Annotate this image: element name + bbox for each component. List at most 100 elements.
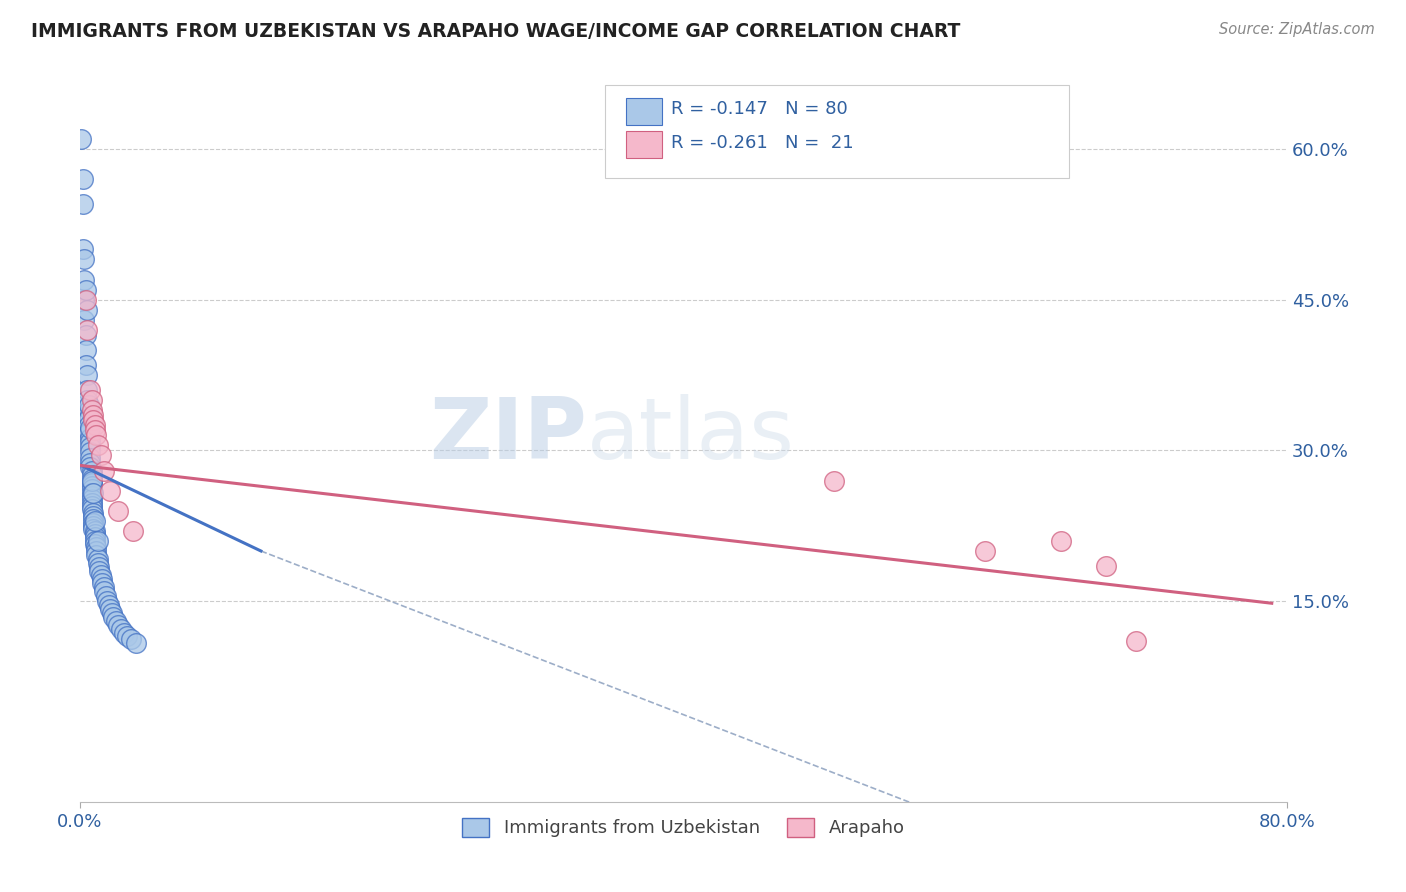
Point	[93, 580, 115, 594]
Point	[1094, 559, 1116, 574]
Point	[84, 418, 107, 433]
Point	[94, 589, 117, 603]
Point	[79, 456, 101, 470]
Point	[91, 576, 114, 591]
Point	[84, 524, 107, 538]
Point	[73, 293, 96, 307]
Point	[112, 626, 135, 640]
Point	[93, 584, 115, 599]
Point	[73, 272, 96, 286]
Point	[84, 423, 107, 437]
Point	[80, 499, 103, 513]
Point	[1049, 533, 1071, 548]
Point	[121, 524, 143, 538]
Point	[105, 615, 128, 629]
Point	[72, 197, 94, 211]
Point	[80, 496, 103, 510]
Point	[115, 629, 138, 643]
Point	[86, 548, 108, 562]
Point	[86, 544, 108, 558]
Point	[120, 632, 142, 647]
Point	[98, 483, 121, 498]
Point	[79, 459, 101, 474]
Point	[76, 383, 98, 397]
Point	[76, 393, 98, 408]
Point	[77, 403, 100, 417]
Point	[80, 474, 103, 488]
Point	[84, 514, 107, 528]
Point	[79, 441, 101, 455]
Point	[80, 393, 103, 408]
Point	[79, 445, 101, 459]
Point	[82, 413, 104, 427]
Point	[77, 418, 100, 433]
Point	[79, 450, 101, 465]
Point	[72, 243, 94, 257]
Point	[79, 421, 101, 435]
Point	[86, 540, 108, 554]
Point	[97, 599, 120, 613]
Point	[82, 519, 104, 533]
Point	[110, 623, 132, 637]
Point	[79, 435, 101, 450]
Point	[82, 512, 104, 526]
Point	[82, 409, 104, 423]
Point	[87, 556, 110, 570]
Point	[80, 501, 103, 516]
Point	[80, 491, 103, 506]
Point	[82, 506, 104, 520]
Point	[77, 411, 100, 425]
Point	[91, 572, 114, 586]
Point	[89, 560, 111, 574]
Text: R = -0.261   N =  21: R = -0.261 N = 21	[671, 134, 853, 152]
Point	[77, 398, 100, 412]
Point	[86, 428, 108, 442]
Point	[1125, 634, 1147, 648]
Point	[84, 533, 107, 548]
Point	[75, 343, 97, 357]
Point	[93, 464, 115, 478]
Point	[73, 252, 96, 267]
Point	[90, 449, 112, 463]
Text: ZIP: ZIP	[429, 394, 586, 477]
Point	[100, 607, 122, 621]
Point	[80, 475, 103, 490]
Point	[89, 564, 111, 578]
Legend: Immigrants from Uzbekistan, Arapaho: Immigrants from Uzbekistan, Arapaho	[456, 811, 911, 845]
Point	[82, 516, 104, 530]
Point	[80, 482, 103, 496]
Point	[84, 530, 107, 544]
Point	[80, 467, 103, 482]
Point	[82, 485, 104, 500]
Point	[75, 293, 97, 307]
Point	[96, 594, 118, 608]
Point	[82, 508, 104, 523]
Point	[80, 489, 103, 503]
Text: IMMIGRANTS FROM UZBEKISTAN VS ARAPAHO WAGE/INCOME GAP CORRELATION CHART: IMMIGRANTS FROM UZBEKISTAN VS ARAPAHO WA…	[31, 22, 960, 41]
Point	[84, 537, 107, 551]
Point	[73, 313, 96, 327]
Text: atlas: atlas	[586, 394, 794, 477]
Point	[80, 472, 103, 486]
Point	[76, 368, 98, 383]
Point	[84, 527, 107, 541]
Text: R = -0.147   N = 80: R = -0.147 N = 80	[671, 100, 848, 118]
Point	[79, 431, 101, 445]
Point	[87, 552, 110, 566]
Point	[125, 636, 148, 650]
Point	[72, 172, 94, 186]
Point	[76, 323, 98, 337]
Point	[80, 485, 103, 500]
Point	[82, 522, 104, 536]
Point	[98, 602, 121, 616]
Point	[80, 478, 103, 492]
Point	[75, 327, 97, 342]
Point	[77, 425, 100, 440]
Point	[76, 302, 98, 317]
Point	[75, 283, 97, 297]
Point	[87, 438, 110, 452]
Point	[107, 504, 129, 518]
Point	[90, 568, 112, 582]
Point	[974, 544, 997, 558]
Point	[80, 403, 103, 417]
